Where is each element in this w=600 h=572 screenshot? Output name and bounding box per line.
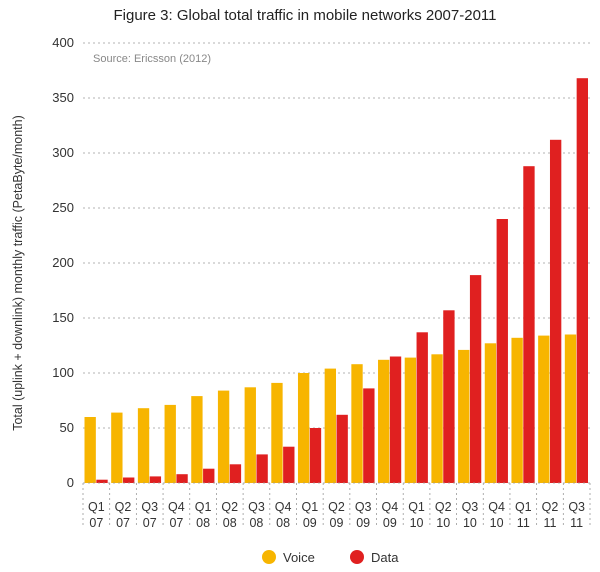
legend-swatch-voice (262, 550, 276, 564)
bar-voice-Q2-10 (431, 354, 443, 483)
y-tick-label: 0 (67, 475, 74, 490)
y-tick-label: 50 (60, 420, 74, 435)
x-tick-year: 09 (303, 516, 317, 530)
x-tick-quarter: Q2 (221, 500, 238, 514)
x-tick-year: 10 (490, 516, 504, 530)
y-tick-label: 250 (52, 200, 74, 215)
x-tick-year: 08 (223, 516, 237, 530)
bar-voice-Q4-08 (271, 382, 283, 483)
bar-voice-Q2-11 (538, 335, 550, 483)
bar-voice-Q1-07 (84, 417, 96, 483)
bar-data-Q1-10 (416, 332, 428, 483)
x-tick-quarter: Q3 (355, 500, 372, 514)
x-tick-quarter: Q3 (141, 500, 158, 514)
bar-voice-Q1-09 (297, 373, 310, 483)
bar-data-Q1-08 (203, 468, 215, 483)
bar-voice-Q2-07 (111, 412, 123, 483)
y-tick-label: 200 (52, 255, 74, 270)
x-tick-year: 10 (410, 516, 424, 530)
bar-data-Q2-07 (123, 477, 135, 483)
bar-voice-Q1-10 (404, 357, 417, 483)
y-tick-label: 150 (52, 310, 74, 325)
bar-data-Q4-07 (176, 474, 188, 483)
bar-voice-Q4-07 (164, 404, 176, 483)
bar-data-Q2-11 (549, 139, 562, 484)
x-tick-quarter: Q1 (408, 500, 425, 514)
bar-data-Q4-09 (389, 356, 402, 483)
x-tick-quarter: Q2 (435, 500, 452, 514)
x-tick-quarter: Q1 (88, 500, 105, 514)
y-tick-label: 100 (52, 365, 74, 380)
x-axis-ticks: Q1 07 Q2 07 Q3 07 Q4 07 Q1 08 Q2 08 Q3 08 Q4 08 Q1 09 Q2 09… (82, 482, 591, 530)
x-tick-quarter: Q4 (382, 500, 399, 514)
bar-voice-Q3-11 (564, 334, 577, 483)
bar-data-Q2-08 (229, 464, 242, 483)
bar-voice-Q1-11 (511, 337, 523, 483)
bar-voice-Q2-08 (217, 390, 230, 483)
bar-data-Q3-10 (469, 275, 482, 483)
y-axis-ticks: 0 50 100 150 200 250 300 350 400 (52, 35, 74, 490)
x-tick-quarter: Q1 (195, 500, 212, 514)
x-tick-quarter: Q2 (115, 500, 132, 514)
bar-data-Q1-11 (523, 166, 535, 483)
bar-data-Q2-10 (443, 310, 455, 483)
legend-label-voice: Voice (283, 550, 315, 565)
bar-data-Q3-09 (363, 388, 375, 483)
bar-data-Q3-08 (256, 454, 268, 483)
x-tick-year: 07 (89, 516, 103, 530)
bar-data-Q1-09 (309, 428, 322, 483)
x-tick-year: 11 (543, 516, 556, 530)
x-tick-year: 08 (196, 516, 210, 530)
legend-label-data: Data (371, 550, 399, 565)
bar-voice-Q4-10 (484, 343, 497, 483)
x-tick-year: 11 (517, 516, 530, 530)
x-tick-year: 10 (436, 516, 450, 530)
x-tick-quarter: Q4 (275, 500, 292, 514)
y-tick-label: 350 (52, 90, 74, 105)
bar-voice-Q3-07 (137, 408, 150, 483)
y-axis-label: Total (uplink + downlink) monthly traffi… (11, 115, 25, 431)
chart-title: Figure 3: Global total traffic in mobile… (114, 7, 497, 24)
source-note: Source: Ericsson (2012) (93, 53, 211, 65)
bar-voice-Q3-09 (351, 364, 363, 483)
bar-data-Q3-07 (149, 476, 162, 483)
y-tick-label: 300 (52, 145, 74, 160)
x-tick-year: 11 (570, 516, 583, 530)
bar-data-Q3-11 (576, 78, 588, 483)
bar-voice-Q3-10 (458, 349, 470, 483)
x-tick-quarter: Q1 (515, 500, 532, 514)
x-tick-quarter: Q3 (568, 500, 585, 514)
x-tick-quarter: Q4 (488, 500, 505, 514)
x-tick-year: 09 (330, 516, 344, 530)
bar-voice-Q1-08 (191, 396, 203, 483)
legend-swatch-data (350, 550, 364, 564)
x-tick-year: 08 (249, 516, 263, 530)
x-tick-year: 07 (169, 516, 183, 530)
bar-voice-Q2-09 (324, 368, 336, 483)
bar-voice-Q3-08 (244, 387, 256, 483)
x-tick-year: 07 (143, 516, 157, 530)
bar-data-Q4-08 (283, 446, 295, 483)
bars (84, 78, 588, 484)
x-tick-quarter: Q4 (168, 500, 185, 514)
bar-data-Q4-10 (496, 219, 508, 483)
x-tick-quarter: Q1 (301, 500, 318, 514)
x-tick-year: 07 (116, 516, 130, 530)
x-tick-quarter: Q3 (462, 500, 479, 514)
x-tick-quarter: Q2 (542, 500, 559, 514)
x-tick-year: 09 (383, 516, 397, 530)
y-tick-label: 400 (52, 35, 74, 50)
x-tick-year: 08 (276, 516, 290, 530)
x-tick-quarter: Q3 (248, 500, 265, 514)
legend: Voice Data (262, 550, 399, 565)
bar-data-Q2-09 (336, 414, 348, 483)
x-tick-quarter: Q2 (328, 500, 345, 514)
x-tick-year: 09 (356, 516, 370, 530)
x-tick-year: 10 (463, 516, 477, 530)
bar-voice-Q4-09 (378, 359, 390, 483)
bar-data-Q1-07 (96, 479, 108, 483)
